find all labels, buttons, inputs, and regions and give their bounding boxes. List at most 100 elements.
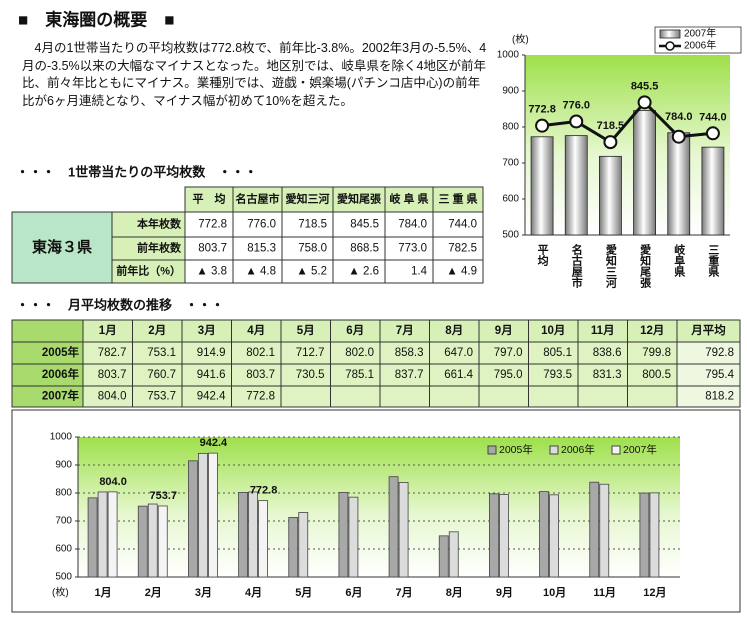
y-tick-label: 700 — [502, 158, 519, 169]
cell-value: 792.8 — [705, 347, 734, 359]
cell-value: 760.7 — [147, 369, 176, 381]
line-point — [705, 126, 720, 141]
legend-label: 2007年 — [623, 443, 657, 456]
y-axis-label: (枚) — [512, 33, 529, 46]
data-label: 776.0 — [562, 99, 590, 111]
bar — [348, 496, 359, 578]
cell-value: 799.8 — [642, 347, 671, 359]
bar — [288, 517, 299, 578]
cell-value: 803.7 — [198, 243, 227, 255]
cell — [528, 385, 579, 408]
cell-value: 942.4 — [197, 391, 226, 403]
page-title: ■ 東海圏の概要 ■ — [18, 10, 175, 30]
bar — [388, 476, 399, 578]
y-tick-label: 600 — [55, 544, 72, 555]
y-tick-label: 1000 — [50, 432, 73, 443]
cell-value: 772.8 — [198, 219, 227, 231]
column-header: 5月 — [297, 324, 315, 337]
data-label: 772.8 — [250, 485, 278, 497]
plot-background — [78, 437, 680, 577]
data-label: 718.5 — [597, 120, 625, 132]
y-tick-label: 900 — [55, 460, 72, 471]
cell-value: 753.7 — [147, 391, 176, 403]
cell — [627, 385, 678, 408]
cell — [232, 211, 283, 238]
cell-value: 795.0 — [494, 369, 523, 381]
y-tick-label: 500 — [55, 572, 72, 583]
bar — [530, 136, 554, 236]
cell-value: 802.1 — [246, 347, 275, 359]
data-label: 942.4 — [200, 437, 228, 449]
legend-label: 2005年 — [499, 443, 533, 456]
cell-value: ▲ 5.2 — [296, 266, 327, 278]
x-tick-label: 11月 — [593, 586, 616, 599]
x-tick-label: 愛知三河 — [604, 243, 618, 289]
cell-value: 1.4 — [411, 266, 428, 278]
column-header: 愛知三河 — [286, 192, 330, 206]
cell-value: ▲ 4.8 — [245, 266, 276, 278]
x-tick-label: 2月 — [145, 586, 162, 599]
bar — [398, 482, 409, 578]
bar — [633, 110, 656, 236]
row-label: 前年枚数 — [137, 241, 182, 255]
column-header: 12月 — [640, 324, 664, 337]
cell-value: 647.0 — [444, 347, 473, 359]
cell-value: 793.5 — [543, 369, 572, 381]
bar — [539, 491, 549, 578]
bar — [157, 505, 168, 578]
column-header: 9月 — [495, 324, 513, 337]
plot-background — [525, 55, 730, 235]
cell — [432, 211, 484, 238]
bar — [589, 481, 600, 578]
x-tick-label: 三重県 — [707, 244, 720, 278]
y-tick-label: 500 — [502, 230, 519, 241]
cell-value: 845.5 — [350, 219, 379, 231]
bar — [599, 483, 610, 578]
bar — [248, 491, 258, 578]
summary: 4月の1世帯当たりの平均枚数は772.8枚で、前年比-3.8%。2002年3月の… — [22, 41, 487, 108]
cell — [332, 211, 386, 238]
group-cell — [11, 211, 113, 284]
cell — [478, 385, 529, 408]
bar — [107, 491, 118, 578]
legend-swatch — [549, 445, 559, 455]
cell-value: 772.8 — [246, 391, 275, 403]
x-tick-label: 1月 — [95, 586, 112, 599]
cell-value: 730.5 — [296, 369, 325, 381]
cell-value: 804.0 — [98, 391, 127, 403]
cell-value: 661.4 — [444, 369, 473, 381]
header-cell — [281, 186, 334, 213]
bar — [198, 452, 208, 578]
cell-value: 914.9 — [197, 347, 226, 359]
y-tick-label: 800 — [55, 488, 72, 499]
cell-value: 753.1 — [147, 347, 176, 359]
column-header: 愛知尾張 — [337, 192, 382, 206]
x-tick-label: 名古屋市 — [570, 243, 583, 289]
bar — [549, 494, 559, 578]
x-tick-label: 7月 — [396, 586, 413, 599]
cell — [330, 385, 381, 408]
cell-value: 831.3 — [593, 369, 622, 381]
header-cell — [384, 186, 434, 213]
x-tick-label: 8月 — [446, 586, 463, 599]
data-label: 784.0 — [665, 111, 693, 123]
y-axis-label: (枚) — [52, 586, 69, 599]
legend-swatch — [665, 41, 675, 51]
column-header: 三 重 県 — [438, 192, 477, 206]
x-tick-label: 6月 — [345, 586, 362, 599]
row-label: 本年枚数 — [137, 217, 182, 231]
bar — [238, 492, 248, 578]
row-label: 前年比（%） — [116, 264, 181, 278]
bar — [564, 135, 588, 236]
line-point — [603, 135, 618, 150]
cell-value: 803.7 — [98, 369, 127, 381]
cell — [429, 385, 480, 408]
bar — [499, 493, 509, 578]
cell-value: 802.0 — [345, 347, 374, 359]
legend-swatch — [659, 29, 681, 39]
x-tick-label: 12月 — [643, 586, 666, 599]
cell-value: 837.7 — [395, 369, 424, 381]
cell-value: 773.0 — [398, 243, 427, 255]
